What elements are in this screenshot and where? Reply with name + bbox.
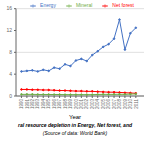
svg-text:1991: 1991: [25, 99, 30, 110]
svg-text:2010: 2010: [128, 99, 133, 110]
svg-text:12: 12: [8, 27, 12, 33]
svg-text:1995: 1995: [46, 99, 51, 110]
svg-text:2006: 2006: [106, 99, 111, 110]
svg-text:1994: 1994: [41, 99, 46, 110]
svg-text:2003: 2003: [90, 99, 95, 110]
html-text:Mineral: Mineral: [75, 2, 93, 8]
svg-text:2004: 2004: [95, 99, 100, 110]
svg-text:2009: 2009: [123, 99, 128, 110]
svg-text:2000: 2000: [74, 99, 79, 110]
svg-text:2005: 2005: [101, 99, 106, 110]
svg-text:2007: 2007: [112, 99, 117, 110]
svg-text:2008: 2008: [117, 99, 122, 110]
html-text:Net forest: Net forest: [112, 2, 134, 8]
svg-text:0: 0: [9, 93, 12, 99]
svg-text:4: 4: [9, 71, 12, 77]
html-text:Year: Year: [68, 114, 82, 120]
svg-text:1996: 1996: [52, 99, 57, 110]
svg-text:1998: 1998: [63, 99, 68, 110]
svg-text:1992: 1992: [30, 99, 35, 110]
svg-text:2011: 2011: [134, 99, 139, 109]
html-text:(Source of data: World Bank): (Source of data: World Bank): [42, 130, 108, 136]
svg-text:8: 8: [9, 49, 12, 55]
svg-text:1997: 1997: [57, 99, 62, 110]
svg-text:16: 16: [8, 5, 12, 11]
svg-text:2002: 2002: [85, 99, 90, 110]
svg-text:1999: 1999: [68, 99, 73, 110]
html-text:ral resource depletion in Ener: ral resource depletion in Energy, Net fo…: [18, 122, 132, 128]
svg-text:1990: 1990: [19, 99, 24, 110]
html-text:Energy: Energy: [40, 2, 56, 8]
svg-text:2001: 2001: [79, 99, 84, 110]
svg-text:1993: 1993: [35, 99, 40, 110]
